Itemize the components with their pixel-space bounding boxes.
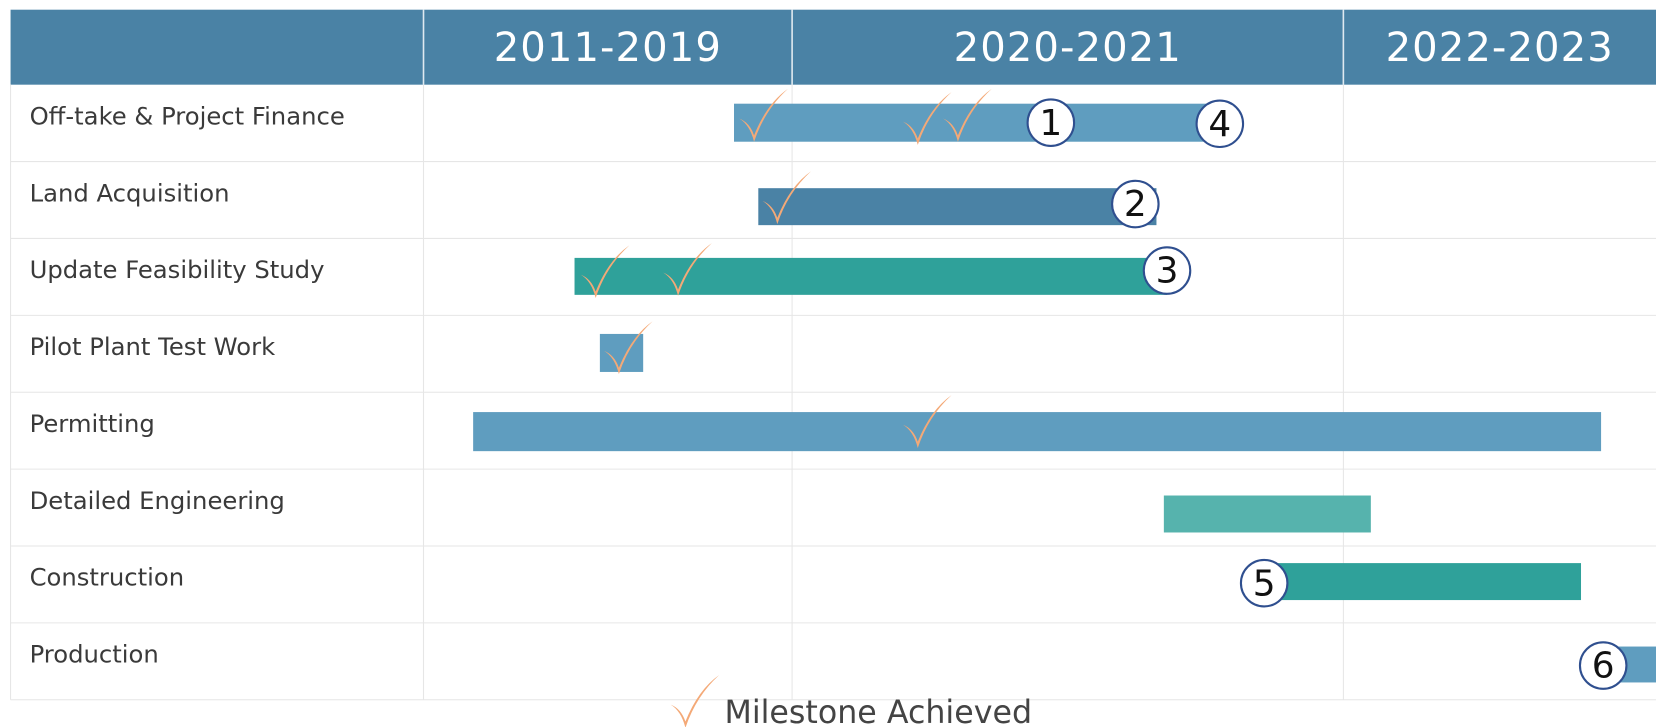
- milestone-circle: [1111, 179, 1160, 229]
- bars: [473, 88, 1656, 727]
- task-bar: [734, 103, 1220, 142]
- task-bar: [758, 188, 1157, 226]
- period-label: 2020-2021: [954, 25, 1182, 71]
- milestone-number: 4: [1208, 104, 1231, 145]
- milestone-number: 3: [1156, 251, 1179, 292]
- task-label: Land Acquisition: [30, 178, 230, 207]
- task-bar: [473, 412, 1602, 452]
- legend-label: Milestone Achieved: [725, 695, 1033, 727]
- milestone-number: 6: [1592, 646, 1615, 687]
- milestone-circle: [1142, 246, 1192, 295]
- task-bar: [1265, 563, 1582, 601]
- period-label: 2022-2023: [1386, 25, 1614, 71]
- task-label: Permitting: [30, 409, 155, 438]
- period-label: 2011-2019: [494, 25, 722, 71]
- milestone-circle: [1578, 641, 1628, 690]
- milestone-circle: [1195, 99, 1245, 149]
- milestone-number: 1: [1039, 103, 1062, 144]
- task-label: Pilot Plant Test Work: [30, 332, 276, 361]
- task-label: Off-take & Project Finance: [30, 101, 345, 130]
- milestone-circle: [1026, 98, 1076, 147]
- task-bar: [1163, 495, 1371, 533]
- milestone-circle: [1239, 558, 1289, 608]
- header-bar: [10, 9, 1656, 85]
- milestone-number: 2: [1124, 184, 1147, 225]
- milestone-number: 5: [1253, 563, 1276, 604]
- task-bar: [574, 257, 1168, 295]
- grid: [10, 9, 1656, 701]
- task-label: Update Feasibility Study: [30, 255, 325, 284]
- labels: 2011-2019 2020-2021 2022-2023 Off-take & Pr…: [30, 25, 1615, 727]
- task-label: Detailed Engineering: [30, 486, 285, 515]
- check-icon: [670, 675, 720, 727]
- task-label: Production: [30, 640, 159, 669]
- task-label: Construction: [30, 563, 185, 592]
